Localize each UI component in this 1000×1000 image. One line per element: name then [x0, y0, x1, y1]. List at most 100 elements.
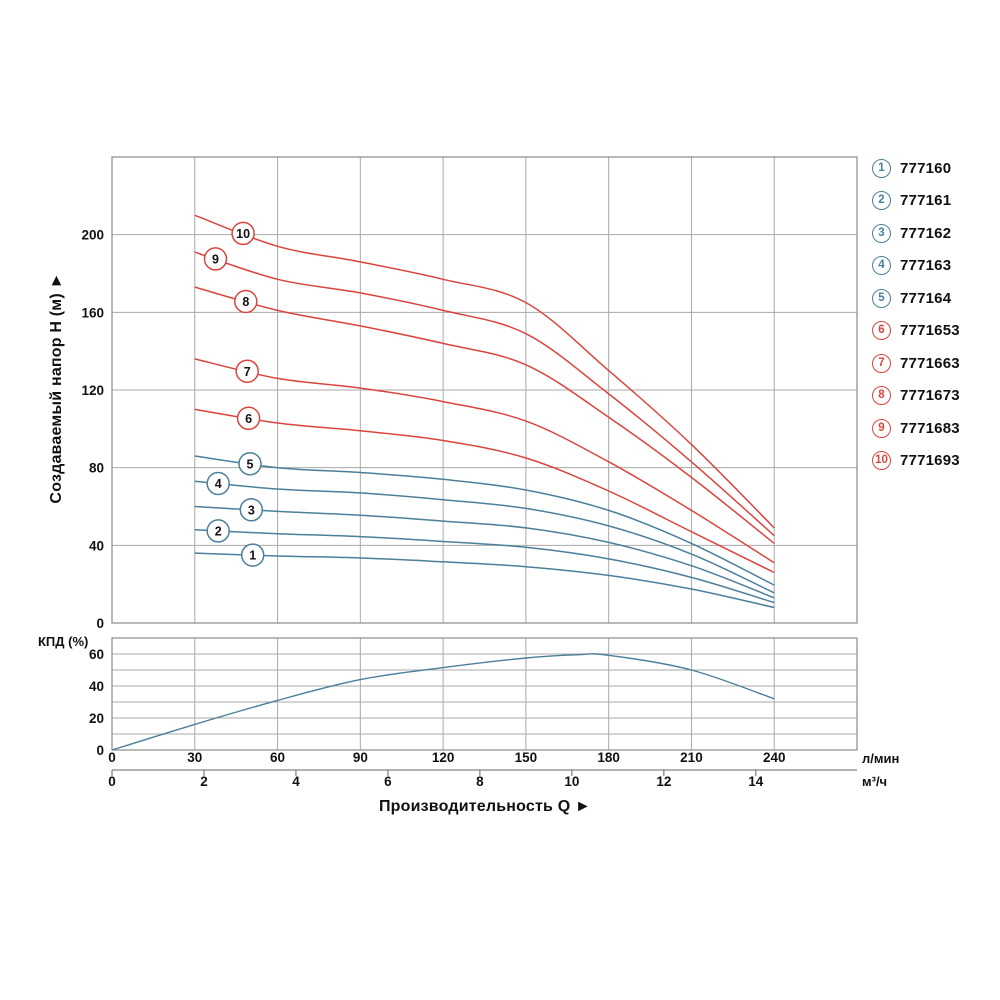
legend-model: 777164	[900, 289, 952, 307]
legend-circled-number-icon: 6	[872, 321, 891, 341]
legend-model: 7771693	[900, 452, 960, 470]
svg-text:2: 2	[200, 774, 208, 789]
efficiency-curve	[111, 653, 775, 751]
efficiency-y-tick-labels: 0 20 40 60	[89, 647, 104, 758]
legend-item-3: 3 777162	[872, 217, 960, 250]
svg-text:6: 6	[384, 774, 392, 789]
legend-item-1: 1 777160	[872, 152, 960, 185]
svg-text:0: 0	[108, 774, 116, 789]
curve-label-7: 7	[235, 359, 259, 383]
curve-3	[194, 505, 775, 599]
legend-circled-number-icon: 8	[872, 386, 891, 406]
legend-circled-number-icon: 10	[872, 451, 891, 471]
curve-4	[194, 480, 775, 594]
svg-text:60: 60	[89, 647, 104, 662]
curve-label-6: 6	[236, 406, 261, 431]
curve-label-10: 10	[231, 221, 255, 246]
unit-label-m3h: м³/ч	[862, 774, 888, 789]
curve-label-5: 5	[238, 452, 262, 476]
legend-item-9: 9 7771683	[872, 412, 960, 445]
legend-model: 7771663	[900, 354, 960, 372]
x-tick-labels-m3h: 0 2 4 6 8 10 12 14	[108, 774, 764, 789]
efficiency-axis-label: КПД (%)	[38, 634, 89, 649]
svg-text:5: 5	[247, 457, 254, 471]
curve-7	[194, 358, 775, 564]
svg-text:210: 210	[680, 750, 703, 765]
curve-label-8: 8	[234, 289, 258, 314]
legend-model: 777162	[900, 224, 952, 242]
legend-item-7: 7 7771663	[872, 347, 960, 380]
unit-label-lmin: л/мин	[862, 751, 900, 766]
curve-10	[194, 214, 775, 529]
curve-1	[194, 552, 775, 609]
efficiency-chart-grid	[111, 637, 858, 751]
curve-label-4: 4	[206, 471, 230, 496]
legend-circled-number-icon: 2	[872, 191, 891, 211]
curve-2	[194, 529, 775, 604]
legend-item-2: 2 777161	[872, 185, 960, 218]
curve-8	[194, 286, 775, 544]
legend-item-10: 10 7771693	[872, 445, 960, 478]
curve-6	[194, 408, 775, 574]
svg-text:180: 180	[597, 750, 620, 765]
curve-label-9: 9	[203, 247, 228, 271]
svg-text:20: 20	[89, 711, 104, 726]
legend-circled-number-icon: 7	[872, 353, 891, 373]
legend-model: 7771653	[900, 322, 960, 340]
svg-text:1: 1	[249, 549, 256, 563]
legend-model: 7771673	[900, 387, 960, 405]
x-tick-labels-lmin: 0 30 60 90 120 150 180 210 240	[108, 750, 785, 765]
svg-text:40: 40	[89, 538, 104, 553]
curve-label-2: 2	[206, 519, 230, 543]
y-axis-title: Создаваемый напор Н (м) ►	[48, 272, 65, 504]
curve-5	[194, 455, 775, 586]
svg-text:0: 0	[96, 743, 104, 758]
svg-text:60: 60	[270, 750, 285, 765]
svg-text:30: 30	[187, 750, 202, 765]
legend-model: 777160	[900, 159, 952, 177]
svg-text:120: 120	[81, 383, 104, 398]
svg-text:8: 8	[242, 295, 249, 309]
legend-circled-number-icon: 9	[872, 418, 891, 438]
legend-model: 777163	[900, 257, 952, 275]
legend-item-4: 4 777163	[872, 250, 960, 283]
svg-text:200: 200	[81, 228, 104, 243]
svg-text:240: 240	[763, 750, 786, 765]
curve-label-3: 3	[239, 498, 264, 522]
svg-text:10: 10	[564, 774, 579, 789]
svg-text:80: 80	[89, 461, 104, 476]
svg-text:14: 14	[748, 774, 764, 789]
curve-9	[194, 251, 775, 537]
svg-text:0: 0	[96, 616, 104, 631]
svg-text:4: 4	[292, 774, 300, 789]
svg-text:90: 90	[353, 750, 368, 765]
legend-model: 7771683	[900, 419, 960, 437]
svg-text:160: 160	[81, 305, 104, 320]
x-axis-title: Производительность Q ►	[378, 798, 592, 815]
svg-text:4: 4	[215, 477, 222, 491]
head-y-tick-labels: 0 40 80 120 160 200	[81, 228, 104, 631]
svg-text:10: 10	[236, 227, 250, 241]
svg-text:40: 40	[89, 679, 104, 694]
legend-item-6: 6 7771653	[872, 315, 960, 348]
svg-text:12: 12	[656, 774, 671, 789]
legend-item-5: 5 777164	[872, 282, 960, 315]
svg-text:8: 8	[476, 774, 484, 789]
legend-item-8: 8 7771673	[872, 380, 960, 413]
legend-model: 777161	[900, 192, 952, 210]
svg-text:6: 6	[245, 412, 252, 426]
svg-text:150: 150	[515, 750, 538, 765]
legend: 1 777160 2 777161 3 777162 4 777163 5 777164 6 7771…	[872, 152, 960, 477]
legend-circled-number-icon: 4	[872, 256, 891, 276]
svg-text:0: 0	[108, 750, 116, 765]
svg-text:2: 2	[215, 525, 222, 539]
svg-text:120: 120	[432, 750, 455, 765]
legend-circled-number-icon: 5	[872, 288, 891, 308]
legend-circled-number-icon: 1	[872, 158, 891, 178]
svg-text:9: 9	[212, 253, 219, 267]
head-chart-grid	[111, 156, 858, 624]
x-axis-line-m3h	[111, 769, 857, 776]
curve-label-1: 1	[240, 543, 265, 567]
